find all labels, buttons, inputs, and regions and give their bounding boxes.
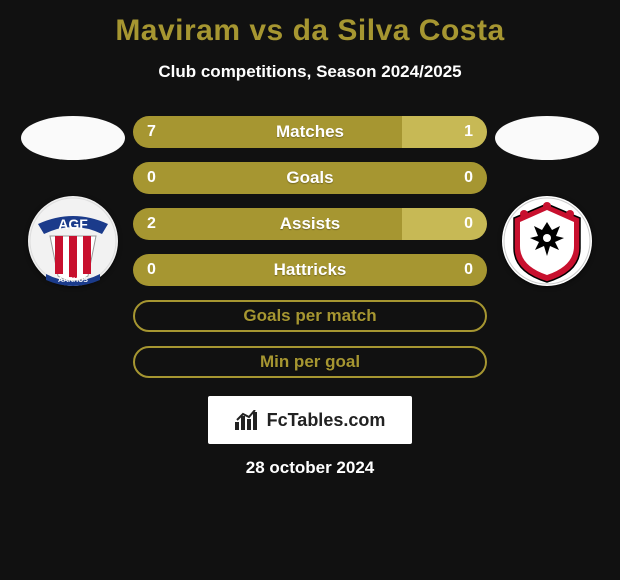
bar-fill-right (310, 162, 487, 194)
player-silhouette-left (21, 116, 125, 160)
bar-fill-right (402, 208, 487, 240)
fctables-logo-icon (235, 410, 261, 430)
svg-text:AGF: AGF (58, 216, 88, 232)
date-label: 28 october 2024 (0, 458, 620, 478)
bar-value-left: 0 (147, 169, 156, 187)
bar-label: Min per goal (260, 352, 360, 372)
watermark: FcTables.com (208, 396, 412, 444)
bar-label: Goals per match (243, 306, 376, 326)
stat-bar-goals-per-match: Goals per match (133, 300, 487, 332)
bar-fill-right (402, 116, 487, 148)
agf-badge-icon: AGF AARHUS (28, 196, 118, 286)
bar-label: Assists (280, 214, 340, 234)
stat-bar-matches: 7 1 Matches (133, 116, 487, 148)
stat-bars: 7 1 Matches 0 0 Goals 2 0 Assists 0 0 Hattricks Goal… (133, 116, 487, 378)
player-silhouette-right (495, 116, 599, 160)
stat-bar-min-per-goal: Min per goal (133, 346, 487, 378)
left-player-col: AGF AARHUS (13, 116, 133, 286)
bar-value-right: 0 (464, 215, 473, 233)
bar-value-right: 0 (464, 169, 473, 187)
right-player-col (487, 116, 607, 286)
stat-bar-hattricks: 0 0 Hattricks (133, 254, 487, 286)
bar-fill-left (133, 208, 402, 240)
bar-value-right: 1 (464, 123, 473, 141)
bar-value-left: 2 (147, 215, 156, 233)
page-title: Maviram vs da Silva Costa (0, 14, 620, 48)
bar-label: Goals (286, 168, 333, 188)
oliveirense-badge-icon (502, 196, 592, 286)
club-badge-right (502, 196, 592, 286)
bar-value-left: 7 (147, 123, 156, 141)
watermark-text: FcTables.com (267, 410, 386, 431)
bar-value-left: 0 (147, 261, 156, 279)
bar-label: Hattricks (274, 260, 347, 280)
stat-bar-goals: 0 0 Goals (133, 162, 487, 194)
stat-bar-assists: 2 0 Assists (133, 208, 487, 240)
bar-value-right: 0 (464, 261, 473, 279)
main-row: AGF AARHUS 7 1 Matches 0 0 Goals 2 0 Assists 0 0 Ha… (0, 116, 620, 378)
stats-card: Maviram vs da Silva Costa Club competiti… (0, 0, 620, 478)
bar-label: Matches (276, 122, 344, 142)
bar-fill-left (133, 162, 310, 194)
club-badge-left: AGF AARHUS (28, 196, 118, 286)
bar-fill-left (133, 116, 402, 148)
subtitle: Club competitions, Season 2024/2025 (0, 62, 620, 82)
svg-text:AARHUS: AARHUS (58, 277, 88, 284)
